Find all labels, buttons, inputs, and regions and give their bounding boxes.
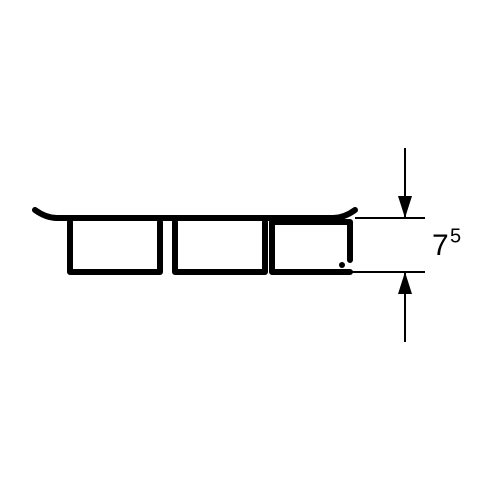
dim-arrowhead-bottom [398,272,412,294]
dim-arrowhead-top [398,196,412,218]
box-0 [70,222,160,272]
dim-value-sup: 5 [450,225,461,247]
profile-layer [35,210,355,272]
dim-value: 7 [432,229,449,262]
box-1 [175,222,265,272]
top-profile [35,210,355,218]
dimension-layer: 75 [350,148,461,342]
box-dot [339,262,345,268]
box-2 [272,222,350,272]
technical-drawing: 75 [0,0,500,500]
